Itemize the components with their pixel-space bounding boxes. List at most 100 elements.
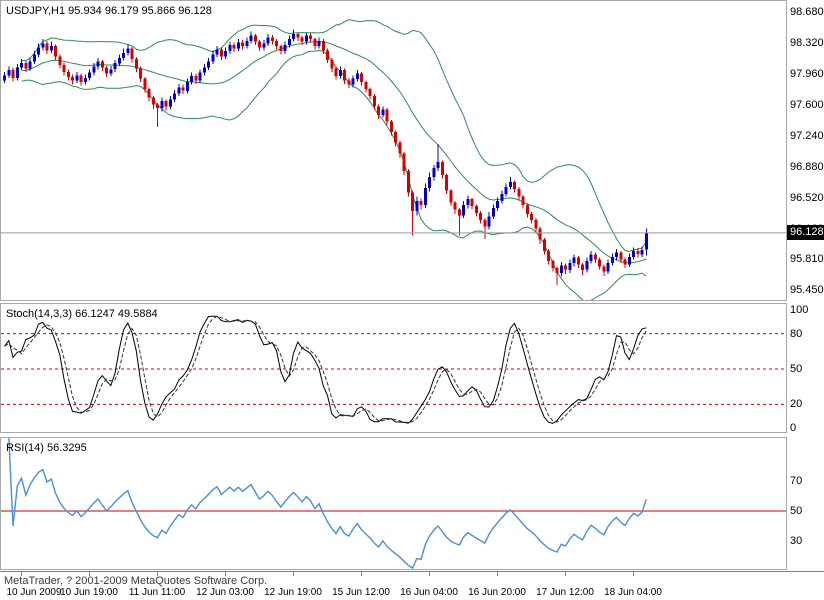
- bear-candle-body: [181, 87, 185, 91]
- bull-candle-body: [292, 34, 295, 40]
- bull-candle-body: [606, 262, 610, 272]
- bear-candle-body: [593, 254, 597, 260]
- bull-candle-body: [202, 67, 206, 73]
- bollinger-upper-band: [21, 19, 647, 253]
- bear-candle-body: [147, 89, 151, 98]
- price-axis-label: 98.680: [790, 6, 824, 18]
- bear-candle-body: [194, 76, 198, 81]
- current-price-value: 96.128: [790, 226, 824, 238]
- bull-candle-body: [504, 187, 508, 194]
- time-axis[interactable]: MetaTrader, ? 2001-2009 MetaQuotes Softw…: [0, 571, 824, 600]
- bear-candle-body: [402, 153, 406, 171]
- chart-title: USDJPY,H1 95.934 96.179 95.866 96.128: [6, 5, 212, 17]
- bear-candle-body: [79, 75, 83, 83]
- bear-candle-body: [419, 200, 423, 206]
- rsi-axis-label: 70: [790, 475, 803, 487]
- stoch-main-line: [4, 315, 647, 424]
- bear-candle-body: [66, 71, 70, 77]
- stoch-axis-label: 20: [790, 398, 803, 410]
- bull-candle-body: [41, 43, 45, 48]
- bear-candle-body: [542, 239, 546, 251]
- bull-candle-body: [423, 188, 427, 206]
- time-label: 16 Jun 04:00: [400, 587, 458, 598]
- stochastic-panel[interactable]: Stoch(14,3,3) 66.1247 49.5884: [0, 303, 787, 433]
- bull-candle-body: [126, 48, 130, 53]
- time-label: 10 Jun 2009: [6, 587, 62, 598]
- main-chart-canvas: [1, 19, 786, 300]
- bull-candle-body: [113, 63, 117, 70]
- bull-candle-body: [122, 52, 125, 59]
- rsi-label: RSI(14) 56.3295: [6, 442, 87, 454]
- current-price-box: 96.128: [787, 225, 824, 240]
- bear-candle-body: [619, 252, 623, 260]
- bear-candle-body: [330, 59, 334, 69]
- bull-candle-body: [215, 49, 219, 55]
- bear-candle-body: [576, 257, 580, 265]
- bull-candle-body: [28, 61, 32, 69]
- bull-candle-body: [228, 45, 232, 52]
- bear-candle-body: [411, 192, 414, 212]
- bear-candle-body: [368, 89, 372, 96]
- bollinger-middle-band: [21, 41, 647, 264]
- bull-candle-body: [207, 61, 210, 68]
- bull-candle-body: [109, 69, 113, 74]
- rsi-line: [8, 438, 647, 569]
- time-label: 15 Jun 12:00: [332, 587, 390, 598]
- bear-candle-body: [470, 199, 474, 207]
- rsi-panel[interactable]: RSI(14) 56.3295: [0, 437, 787, 570]
- bear-candle-body: [270, 37, 274, 41]
- rsi-axis-label: 50: [790, 505, 803, 517]
- time-tick: [293, 572, 294, 576]
- price-axis-label: 96.520: [790, 192, 824, 204]
- bear-candle-body: [309, 35, 312, 40]
- bull-candle-body: [381, 109, 385, 115]
- bull-candle-body: [177, 87, 181, 94]
- bear-candle-body: [581, 264, 584, 270]
- bear-candle-body: [258, 41, 261, 48]
- bear-candle-body: [139, 68, 142, 79]
- time-label: 16 Jun 20:00: [468, 587, 526, 598]
- bull-candle-body: [432, 168, 436, 177]
- bear-candle-body: [300, 37, 304, 42]
- bear-candle-body: [483, 219, 487, 227]
- stoch-axis-label: 50: [790, 363, 803, 375]
- bull-candle-body: [185, 82, 189, 91]
- bear-candle-body: [517, 188, 521, 197]
- bull-candle-body: [627, 256, 631, 265]
- bull-candle-body: [88, 72, 91, 78]
- bear-candle-body: [636, 250, 640, 255]
- time-tick: [565, 572, 566, 576]
- price-axis[interactable]: 98.680 98.320 97.960 97.600 97.240 96.880 96.5…: [787, 0, 824, 571]
- bear-candle-body: [326, 50, 329, 60]
- bull-candle-body: [249, 35, 253, 41]
- candles-group: [3, 29, 648, 286]
- bull-candle-body: [236, 42, 240, 49]
- price-axis-label: 97.600: [790, 99, 824, 111]
- price-axis-label: 98.320: [790, 37, 824, 49]
- main-chart-panel[interactable]: USDJPY,H1 95.934 96.179 95.866 96.128: [0, 0, 787, 301]
- bear-candle-body: [364, 82, 368, 90]
- bull-candle-body: [190, 76, 193, 83]
- bear-candle-body: [457, 209, 461, 216]
- bull-candle-body: [75, 75, 79, 81]
- bear-candle-body: [62, 65, 66, 72]
- time-tick: [225, 572, 226, 576]
- rsi-canvas: [1, 438, 786, 569]
- stochastic-canvas: [1, 315, 786, 424]
- bull-candle-body: [49, 46, 53, 51]
- bear-candle-body: [445, 175, 448, 191]
- bull-candle-body: [37, 47, 40, 55]
- bull-candle-body: [7, 70, 11, 76]
- bear-candle-body: [296, 34, 300, 38]
- stoch-axis-label: 100: [790, 304, 809, 316]
- bear-candle-body: [440, 162, 444, 176]
- bear-candle-body: [385, 109, 389, 122]
- bull-candle-body: [491, 207, 495, 217]
- bear-candle-body: [164, 101, 168, 107]
- bear-candle-body: [360, 73, 363, 83]
- bear-candle-body: [389, 121, 393, 132]
- time-tick: [89, 572, 90, 576]
- bear-candle-body: [372, 95, 376, 107]
- bear-candle-body: [398, 142, 402, 154]
- bull-candle-body: [173, 93, 176, 100]
